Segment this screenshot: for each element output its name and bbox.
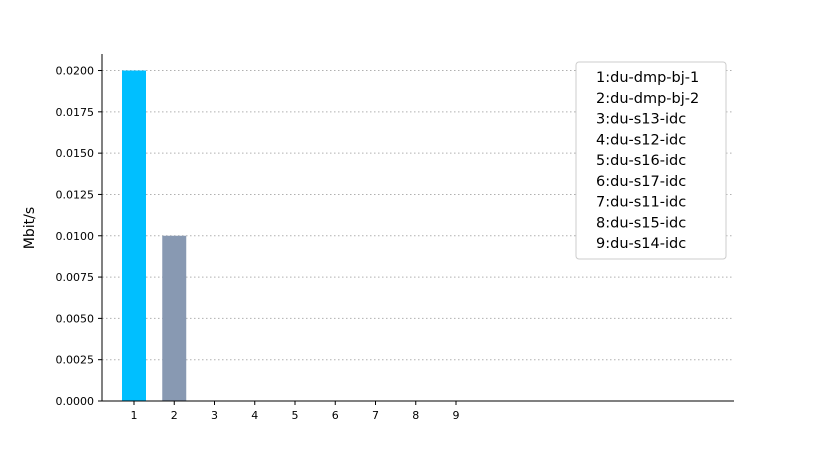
legend: 1:du-dmp-bj-1 2:du-dmp-bj-2 3:du-s13-idc 4:… [575, 61, 727, 260]
y-tick-label: 0.0125 [56, 188, 95, 201]
y-tick-label: 0.0100 [56, 230, 95, 243]
y-tick-label: 0.0025 [56, 354, 95, 367]
x-ticks: 1 2 3 4 5 6 7 8 9 [131, 401, 460, 422]
legend-entry: 7:du-s11-idc [596, 195, 686, 211]
legend-items: 1:du-dmp-bj-1 2:du-dmp-bj-2 3:du-s13-idc 4:… [596, 70, 699, 252]
x-tick-label: 2 [171, 409, 178, 422]
grid-lines [102, 70, 734, 361]
legend-box [575, 61, 727, 260]
legend-entry: 6:du-s17-idc [596, 174, 686, 190]
y-axis-label: Mbit/s [22, 207, 38, 249]
x-tick-label: 9 [453, 409, 460, 422]
x-tick-label: 7 [372, 409, 379, 422]
x-tick-label: 6 [332, 409, 339, 422]
bars [122, 70, 187, 402]
legend-entry: 9:du-s14-idc [596, 236, 686, 252]
x-tick-label: 3 [211, 409, 218, 422]
x-tick-label: 1 [131, 409, 138, 422]
y-tick-label: 0.0150 [56, 147, 95, 160]
y-tick-label: 0.0000 [56, 395, 95, 408]
y-ticks: 0.0000 0.0025 0.0050 0.0075 0.0100 0.0125 0.01… [56, 65, 102, 408]
bar-2 [162, 235, 187, 401]
y-tick-label: 0.0200 [56, 65, 95, 78]
legend-entry: 8:du-s15-idc [596, 215, 686, 231]
bar-1 [122, 70, 146, 402]
legend-entry: 4:du-s12-idc [596, 132, 686, 148]
legend-entry: 2:du-dmp-bj-2 [596, 91, 699, 107]
x-tick-label: 4 [251, 409, 258, 422]
x-tick-label: 8 [412, 409, 419, 422]
legend-entry: 1:du-dmp-bj-1 [596, 70, 699, 86]
x-tick-label: 5 [292, 409, 299, 422]
y-tick-label: 0.0175 [56, 106, 95, 119]
legend-entry: 3:du-s13-idc [596, 112, 686, 128]
y-tick-label: 0.0075 [56, 271, 95, 284]
y-tick-label: 0.0050 [56, 312, 95, 325]
legend-entry: 5:du-s16-idc [596, 153, 686, 169]
